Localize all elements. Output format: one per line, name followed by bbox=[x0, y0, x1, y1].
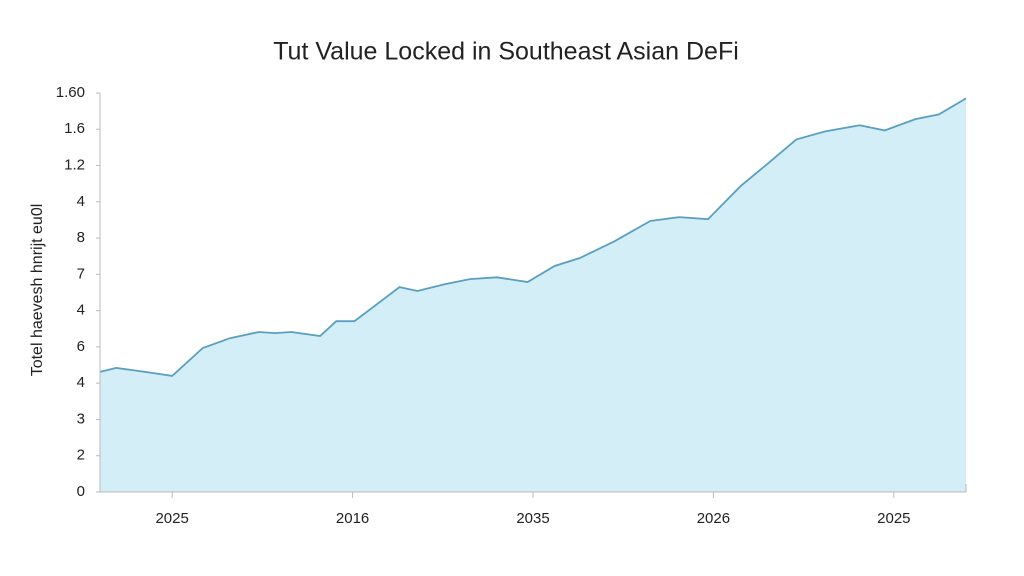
y-tick-label: 8 bbox=[77, 229, 85, 246]
y-tick-label: 1.60 bbox=[56, 84, 85, 101]
y-tick-label: 0 bbox=[77, 483, 85, 500]
y-tick-label: 3 bbox=[77, 410, 85, 427]
y-axis-label: Totel haevesh hnrijt eu0l bbox=[29, 204, 46, 377]
y-tick-label: 4 bbox=[77, 302, 85, 319]
y-tick-label: 7 bbox=[77, 265, 85, 282]
y-tick-label: 4 bbox=[77, 374, 85, 391]
x-tick-label: 2025 bbox=[877, 510, 910, 527]
y-tick-label: 1.2 bbox=[64, 157, 85, 174]
x-tick-label: 2035 bbox=[516, 510, 549, 527]
area bbox=[100, 98, 966, 493]
chart-title: Tut Value Locked in Southeast Asian DeFi bbox=[273, 38, 739, 66]
x-tick-label: 2026 bbox=[697, 510, 730, 527]
y-tick-label: 6 bbox=[77, 338, 85, 355]
y-tick-label: 4 bbox=[77, 193, 85, 210]
y-tick-label: 2 bbox=[77, 447, 85, 464]
line bbox=[99, 97, 967, 377]
x-tick-label: 2016 bbox=[336, 510, 369, 527]
x-tick-label: 2025 bbox=[155, 510, 188, 527]
y-tick-label: 1.6 bbox=[64, 120, 85, 137]
